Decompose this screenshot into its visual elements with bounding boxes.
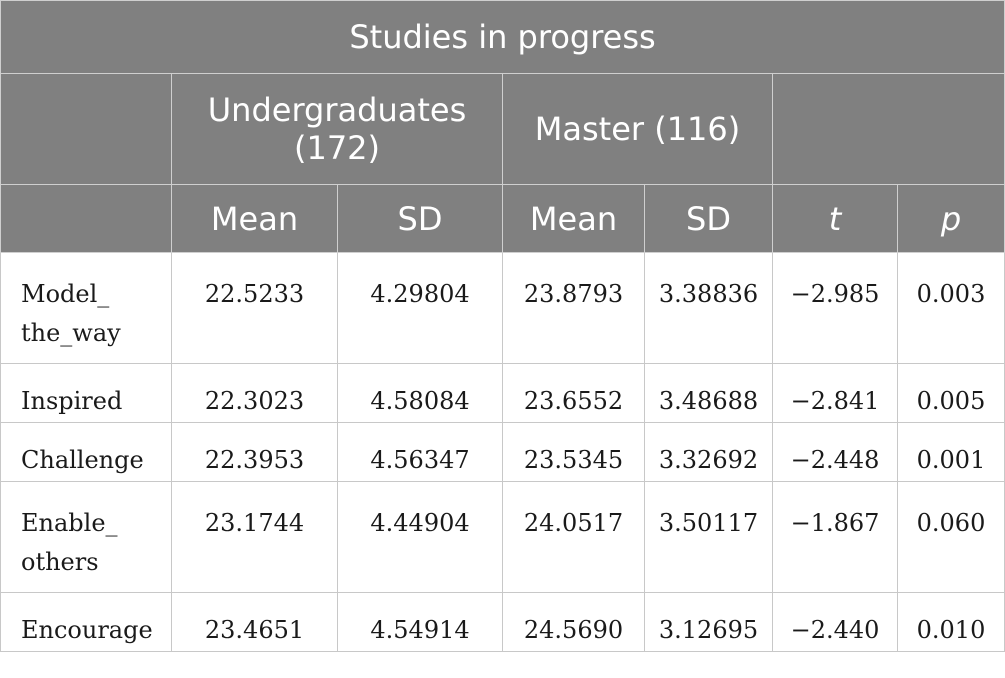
table-row: Enable_ others 23.1744 4.44904 24.0517 3… xyxy=(0,481,1005,593)
cell-ug-sd: 4.56347 xyxy=(337,422,503,482)
cell-p: 0.001 xyxy=(896,422,1005,482)
cell-ug-sd: 4.29804 xyxy=(337,252,503,364)
cell-p: 0.003 xyxy=(896,252,1005,364)
cell-t: −1.867 xyxy=(772,481,898,593)
cell-ug-mean: 23.1744 xyxy=(171,481,338,593)
row-label: Inspired xyxy=(0,363,172,423)
cell-t: −2.985 xyxy=(772,252,898,364)
cell-p: 0.005 xyxy=(896,363,1005,423)
cell-ug-mean: 22.3023 xyxy=(171,363,338,423)
group-header-master: Master (116) xyxy=(502,73,773,185)
statistics-table: Studies in progress Undergraduates (172)… xyxy=(0,0,1005,652)
column-header-t: t xyxy=(772,184,898,253)
cell-ug-sd: 4.58084 xyxy=(337,363,503,423)
row-label: Encourage xyxy=(0,592,172,652)
row-label: Enable_ others xyxy=(0,481,172,593)
table-row: Model_ the_way 22.5233 4.29804 23.8793 3… xyxy=(0,252,1005,364)
cell-t: −2.440 xyxy=(772,592,898,652)
column-header-ms-mean: Mean xyxy=(502,184,645,253)
cell-ms-mean: 23.5345 xyxy=(502,422,645,482)
cell-ms-sd: 3.38836 xyxy=(644,252,773,364)
column-header-ug-mean: Mean xyxy=(171,184,338,253)
table-title-row: Studies in progress xyxy=(0,0,1005,74)
row-label: Model_ the_way xyxy=(0,252,172,364)
table-row: Challenge 22.3953 4.56347 23.5345 3.3269… xyxy=(0,422,1005,482)
cell-ms-sd: 3.48688 xyxy=(644,363,773,423)
cell-ug-mean: 22.5233 xyxy=(171,252,338,364)
cell-ms-mean: 23.6552 xyxy=(502,363,645,423)
table-row: Inspired 22.3023 4.58084 23.6552 3.48688… xyxy=(0,363,1005,423)
group-header-empty xyxy=(0,73,172,185)
cell-ms-sd: 3.50117 xyxy=(644,481,773,593)
cell-ug-sd: 4.54914 xyxy=(337,592,503,652)
group-header-undergraduates: Undergraduates (172) xyxy=(171,73,503,185)
cell-t: −2.448 xyxy=(772,422,898,482)
column-header-row: Mean SD Mean SD t p xyxy=(0,184,1005,253)
column-header-ug-sd: SD xyxy=(337,184,503,253)
group-header-row: Undergraduates (172) Master (116) xyxy=(0,73,1005,185)
table-title: Studies in progress xyxy=(0,0,1005,74)
cell-ms-mean: 23.8793 xyxy=(502,252,645,364)
cell-p: 0.010 xyxy=(896,592,1005,652)
cell-ug-sd: 4.44904 xyxy=(337,481,503,593)
cell-ug-mean: 23.4651 xyxy=(171,592,338,652)
cell-ms-mean: 24.0517 xyxy=(502,481,645,593)
row-label: Challenge xyxy=(0,422,172,482)
column-header-empty xyxy=(0,184,172,253)
column-header-p: p xyxy=(896,184,1005,253)
table-row: Encourage 23.4651 4.54914 24.5690 3.1269… xyxy=(0,592,1005,652)
group-header-test xyxy=(771,73,1005,185)
cell-ms-mean: 24.5690 xyxy=(502,592,645,652)
cell-p: 0.060 xyxy=(896,481,1005,593)
cell-ug-mean: 22.3953 xyxy=(171,422,338,482)
column-header-ms-sd: SD xyxy=(644,184,773,253)
cell-t: −2.841 xyxy=(772,363,898,423)
cell-ms-sd: 3.32692 xyxy=(644,422,773,482)
cell-ms-sd: 3.12695 xyxy=(644,592,773,652)
